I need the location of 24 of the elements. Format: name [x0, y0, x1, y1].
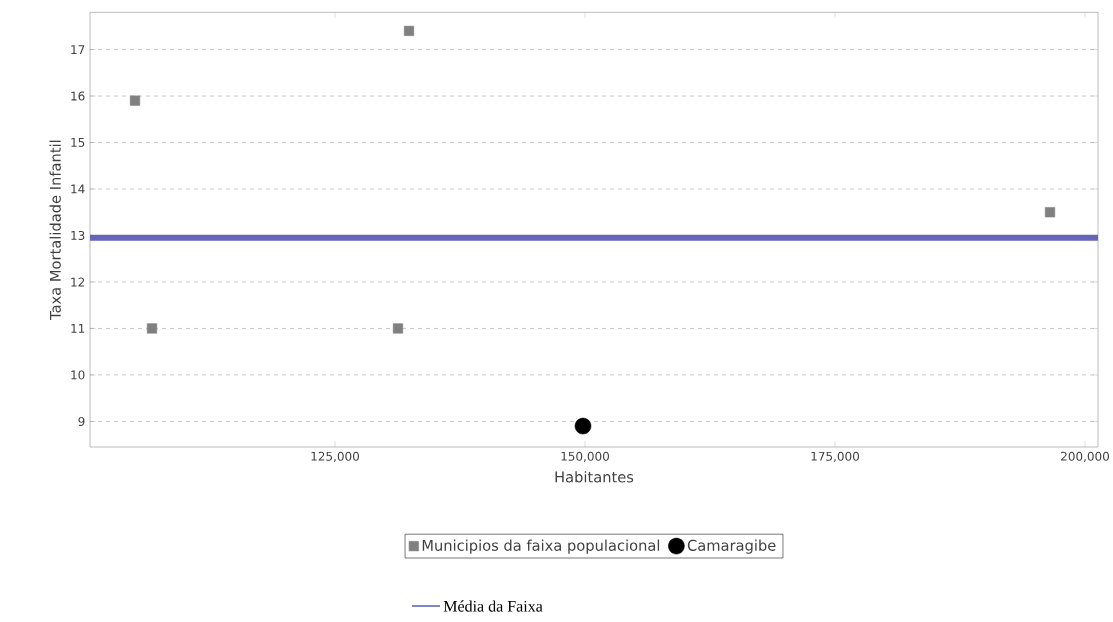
y-tick-label: 12: [71, 277, 85, 287]
legend-label: Municipios da faixa populacional: [422, 539, 660, 554]
point: [403, 25, 415, 36]
y-tick-label: 15: [71, 138, 85, 147]
point: [1044, 207, 1056, 218]
x-axis-title: Habitantes: [555, 471, 634, 483]
x-tick-label: 175,000: [811, 451, 860, 463]
point: [574, 417, 592, 435]
x-tick-label: 125,000: [311, 451, 360, 463]
y-axis-title: Taxa Mortalidade Infantil: [49, 140, 61, 321]
point: [146, 323, 158, 334]
y-tick-label: 11: [71, 324, 85, 333]
point: [129, 95, 141, 106]
y-tick-label: 14: [71, 184, 85, 194]
y-tick-label: 9: [78, 416, 85, 426]
x-tick-label: 200,000: [1061, 451, 1110, 463]
x-tick-label: 150,000: [561, 451, 610, 463]
point: [392, 323, 404, 334]
legend-label: Média da Faixa: [443, 600, 543, 612]
legend-label: Camaragibe: [687, 539, 776, 554]
y-tick-label: 10: [71, 370, 85, 380]
y-tick-label: 17: [71, 45, 85, 54]
y-tick-label: 13: [71, 230, 85, 241]
y-tick-label: 16: [71, 91, 85, 101]
